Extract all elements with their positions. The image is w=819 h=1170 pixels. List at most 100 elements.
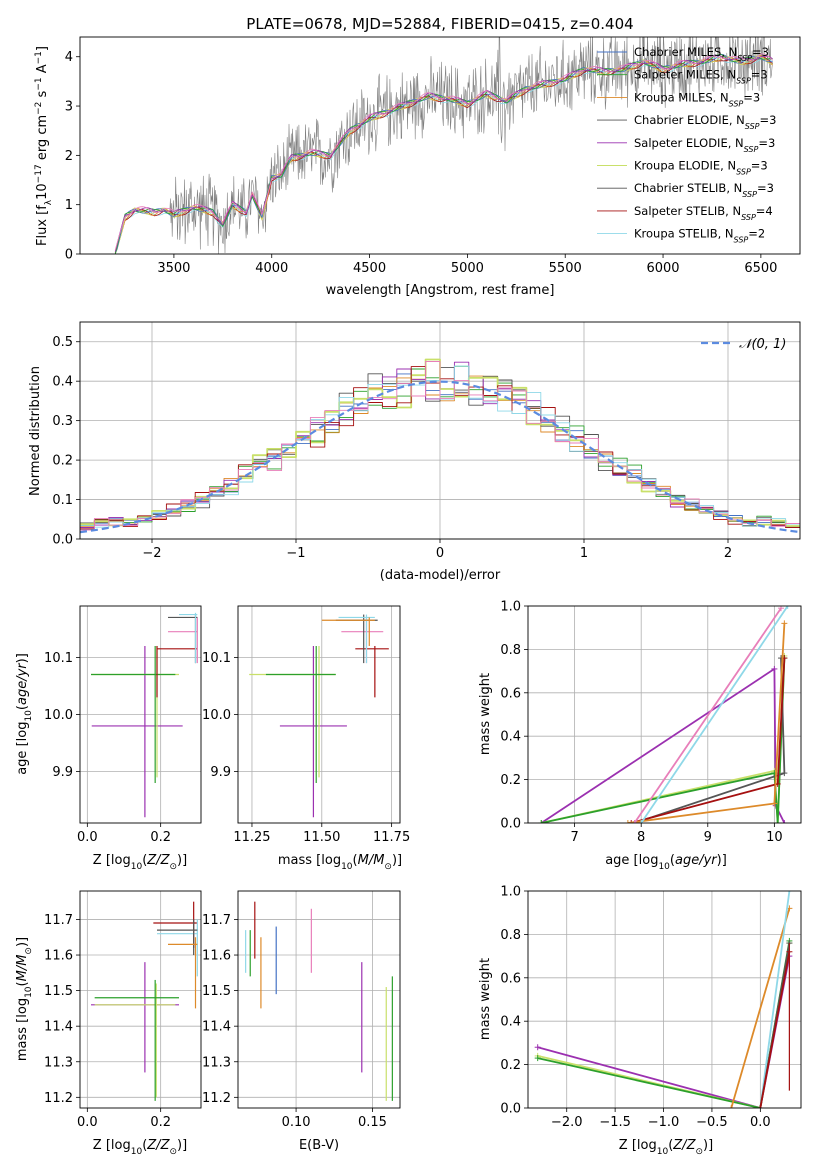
label-part: )]	[177, 853, 187, 868]
y-tick-label: 9.9	[52, 765, 73, 780]
axes-frame	[79, 890, 202, 1109]
panel-residuals: −2 −1 0 1 2 0.0 0.1 0.2 0.3 0.4 0.5 (data-model)/er…	[28, 321, 801, 583]
label-part: 10	[341, 862, 353, 872]
axes-frame	[237, 605, 401, 824]
model-spectrum-line	[114, 53, 773, 251]
y-tick-label: 0.0	[52, 533, 73, 548]
panel-massweight-vs-Z: −2.0 −1.5 −1.0 −0.5 0.0 0.0 0.2 0.4 0.6 0.8 1.0 Z […	[478, 885, 802, 1157]
label-part: 10	[24, 710, 34, 722]
legend-subscript: SSP	[742, 190, 757, 199]
y-axis-label: Normed distribution	[28, 366, 43, 496]
legend-subscript: SSP	[737, 54, 752, 63]
y-tick-label: 11.4	[44, 1020, 73, 1035]
x-tick-label: 0.0	[750, 1115, 771, 1130]
plot-area-spectrum	[114, 37, 773, 254]
label-part: )]	[392, 853, 402, 868]
x-tick-label: 10	[766, 830, 783, 845]
legend-entry: Kroupa ELODIE, NSSP=3	[634, 159, 768, 177]
legend-entry: Chabrier ELODIE, NSSP=3	[634, 113, 776, 131]
x-tick-label: 0.15	[358, 1115, 387, 1130]
y-tick-label: 0.8	[500, 928, 521, 943]
y-tick-label: 11.2	[44, 1091, 73, 1106]
plot-area-massweight-vs-Z	[534, 891, 793, 1108]
label-part: (	[15, 981, 30, 986]
label-part: (	[668, 1138, 673, 1153]
label-part: log	[15, 722, 30, 742]
label-part: )]	[15, 937, 30, 947]
label-part: (	[15, 705, 30, 710]
label-part: log	[637, 1138, 657, 1153]
label-part: Flux [f	[35, 205, 50, 246]
label-part: log	[15, 998, 30, 1018]
x-tick-label: 0.0	[77, 1115, 98, 1130]
normal-curve	[80, 380, 800, 534]
figure-title: PLATE=0678, MJD=52884, FIBERID=0415, z=0…	[246, 15, 633, 33]
label-part: log	[111, 1138, 131, 1153]
plot-area-residuals	[80, 358, 800, 534]
y-tick-label: 0.0	[500, 817, 521, 832]
plot-area-mass-vs-ebv	[245, 901, 393, 1101]
label-part: )]	[15, 653, 30, 663]
mass-weight-Z-line	[759, 891, 791, 1108]
x-tick-label: −1.5	[599, 1115, 631, 1130]
x-tick-label: 7	[570, 830, 578, 845]
y-tick-label: 10.0	[44, 708, 73, 723]
legend-entry: Salpeter ELODIE, NSSP=3	[634, 136, 775, 154]
label-part: erg cm	[35, 115, 50, 164]
label-part: (	[142, 1138, 147, 1153]
model-spectrum-line	[114, 54, 773, 252]
label-part: ⊙	[24, 947, 34, 955]
plot-area-massweight-vs-age	[538, 606, 791, 823]
label-part: Z/Z	[146, 1138, 170, 1153]
x-tick-label: 0.10	[282, 1115, 311, 1130]
x-tick-label: 11.25	[233, 830, 270, 845]
label-part: )]	[717, 853, 727, 868]
label-part: (	[353, 853, 358, 868]
x-tick-label: 5000	[451, 261, 484, 276]
label-part: Z [	[619, 1138, 637, 1153]
x-tick-label: −0.5	[696, 1115, 728, 1130]
y-tick-label: 1.0	[500, 885, 521, 900]
panel-mass-vs-Z: 0.0 0.211.211.311.411.511.611.7Z [log10(Z…	[15, 890, 202, 1157]
label-part: ⊙	[169, 1147, 177, 1157]
mass-weight-Z-line	[730, 908, 791, 1108]
x-tick-label: 8	[637, 830, 645, 845]
label-part: mass [	[15, 1018, 30, 1061]
y-tick-label: 0.5	[52, 335, 73, 350]
label-part: Z [	[93, 853, 111, 868]
label-part: mass [	[278, 853, 321, 868]
label-part: log	[639, 853, 659, 868]
y-tick-label: 0.1	[52, 493, 73, 508]
x-tick-label: 0	[436, 546, 444, 561]
x-axis-label: mass [log10(M/M⊙)]	[278, 853, 402, 872]
label-part: −17	[34, 164, 44, 183]
label-part: age/yr	[675, 853, 718, 868]
x-tick-label: 11.50	[303, 830, 340, 845]
legend-entry: 𝒩(0, 1)	[739, 337, 786, 352]
x-tick-label: 4000	[255, 261, 288, 276]
x-tick-label: −1	[286, 546, 305, 561]
y-tick-label: 0.6	[500, 686, 521, 701]
legend-text: =3	[752, 45, 769, 59]
plot-area-age-vs-mass	[249, 614, 389, 818]
legend-text: Salpeter ELODIE, N	[634, 136, 744, 150]
legend-entry: Chabrier MILES, NSSP=3	[634, 45, 769, 63]
x-tick-label: 2	[724, 546, 732, 561]
label-part: ⊙	[169, 862, 177, 872]
legend-entry: Kroupa MILES, NSSP=3	[634, 90, 760, 108]
panel-age-vs-mass: 11.25 11.50 11.75 9.9 10.0 10.1 mass [log10(M/…	[202, 605, 410, 872]
label-part: 10	[131, 862, 143, 872]
x-tick-label: 1	[580, 546, 588, 561]
label-part: −2	[34, 102, 44, 115]
x-tick-label: 6000	[646, 261, 679, 276]
y-axis-label: age [log10(age/yr)]	[15, 653, 34, 775]
x-tick-label: −2	[142, 546, 161, 561]
panel-spectrum: 3500 4000 4500 5000 5500 6000 6500 0 1 2 3 4 wavelen…	[34, 36, 801, 298]
legend-text: =3	[760, 113, 777, 127]
panel-age-vs-Z: 0.0 0.29.910.010.1Z [log10(Z/Z⊙)]age [log…	[15, 605, 202, 872]
y-tick-label: 0.4	[52, 375, 73, 390]
legend-text: =3	[758, 136, 775, 150]
panel-mass-vs-ebv: 0.10 0.15 11.2 11.3 11.4 11.5 11.6 11.7 E(B-V)	[202, 890, 401, 1153]
label-part: s	[35, 90, 50, 101]
